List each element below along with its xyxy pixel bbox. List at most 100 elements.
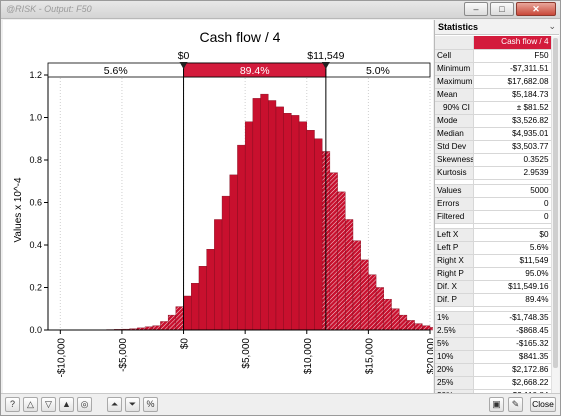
window-title: @RISK - Output: F50 — [6, 4, 92, 14]
statistics-value: $11,549.16 — [473, 280, 552, 294]
statistics-key: Dif. X — [435, 280, 474, 294]
statistics-value: -$165.32 — [473, 337, 552, 351]
statistics-row[interactable]: Right X $11,549 — [435, 254, 552, 268]
statistics-gap-cell — [473, 223, 552, 229]
right-delimiter-label: $11,549 — [307, 50, 344, 62]
statistics-row[interactable]: Values 5000 — [435, 184, 552, 198]
histogram-bar — [191, 283, 200, 331]
histogram-bar — [314, 138, 323, 331]
statistics-row[interactable]: Median $4,935.01 — [435, 127, 552, 141]
sensitivity-button[interactable]: ◎ — [77, 397, 92, 412]
statistics-value: 2.9539 — [473, 166, 552, 180]
close-window-button[interactable]: ✕ — [516, 2, 556, 16]
statistics-row[interactable]: Left P 5.6% — [435, 241, 552, 255]
x-tick-label: $10,000 — [303, 338, 314, 375]
histogram-bar — [152, 325, 161, 331]
left-delimiter-handle[interactable] — [179, 62, 188, 69]
statistics-value: 5000 — [473, 184, 552, 198]
filter-button[interactable]: ▽ — [41, 397, 56, 412]
statistics-row[interactable]: Skewness 0.3525 — [435, 153, 552, 167]
histogram-chart: 0.0 0.2 0.4 0.6 0.8 1.0 1.2 -$10,000 -$5,000 $0 $5… — [3, 20, 433, 393]
minimize-button[interactable]: – — [464, 2, 488, 16]
title-bar[interactable]: @RISK - Output: F50 – □ ✕ — [1, 1, 560, 19]
statistics-gap-cell — [473, 179, 552, 185]
close-button[interactable]: Close — [530, 397, 556, 412]
statistics-header[interactable]: Statistics ⌄ — [435, 20, 559, 35]
maximize-button[interactable]: □ — [490, 2, 514, 16]
statistics-row[interactable]: Filtered 0 — [435, 210, 552, 224]
right-delimiter-handle[interactable] — [321, 62, 330, 69]
statistics-row[interactable]: 25% $2,668.22 — [435, 376, 552, 390]
statistics-row[interactable]: 10% $841.35 — [435, 350, 552, 364]
x-tick-label: -$10,000 — [56, 338, 67, 378]
statistics-row[interactable]: Dif. P 89.4% — [435, 293, 552, 307]
statistics-value: $4,935.01 — [473, 127, 552, 141]
histogram-bar — [160, 321, 169, 331]
help-button[interactable]: ? — [5, 397, 20, 412]
statistics-row[interactable]: Minimum -$7,311.51 — [435, 62, 552, 76]
statistics-key: Right X — [435, 254, 474, 268]
statistics-key: Cell — [435, 49, 474, 63]
statistics-row[interactable]: 20% $2,172.86 — [435, 363, 552, 377]
statistics-value: 0 — [473, 197, 552, 211]
y-tick-label: 1.2 — [29, 70, 42, 80]
histogram-bar — [414, 323, 423, 331]
graph-type-button[interactable]: ▲ — [59, 397, 74, 412]
histogram-bar — [268, 100, 277, 331]
statistics-row[interactable]: 2.5% -$868.45 — [435, 324, 552, 338]
statistics-key: Right P — [435, 267, 474, 281]
statistics-row[interactable]: Std Dev $3,503.77 — [435, 140, 552, 154]
y-tick-label: 1.0 — [29, 113, 42, 123]
histogram-bar — [167, 314, 177, 331]
distribution-type-button[interactable]: △ — [23, 397, 38, 412]
statistics-key — [435, 36, 474, 50]
histogram-bar — [398, 314, 408, 331]
x-tick-label: $15,000 — [364, 338, 375, 375]
statistics-value: 89.4% — [473, 293, 552, 307]
histogram-bar — [175, 306, 184, 331]
histogram-bar — [275, 106, 284, 331]
bottom-toolbar: Close ? △ ▽ ▲ ◎ ⏶ ⏷% ▣ ✎ — [1, 393, 560, 415]
histogram-bar — [306, 130, 315, 331]
statistics-row[interactable]: Errors 0 — [435, 197, 552, 211]
statistics-gap-row — [435, 306, 552, 312]
overlay-button[interactable]: ⏶ — [107, 397, 122, 412]
statistics-row[interactable]: 5% -$165.32 — [435, 337, 552, 351]
statistics-row[interactable]: Left X $0 — [435, 228, 552, 242]
scrollbar-thumb[interactable] — [553, 38, 558, 368]
histogram-bar — [260, 93, 269, 331]
statistics-row[interactable]: 30%$3,110.84 — [435, 389, 552, 393]
histogram-bar — [391, 308, 400, 331]
histogram-bar — [383, 298, 392, 331]
statistics-key: Skewness — [435, 153, 474, 167]
statistics-row[interactable]: Right P 95.0% — [435, 267, 552, 281]
histogram-bar — [329, 172, 338, 331]
histogram-bar — [360, 259, 369, 331]
statistics-key: 90% CI — [435, 101, 474, 115]
statistics-key: Kurtosis — [435, 166, 474, 180]
statistics-row[interactable]: Mean $5,184.73 — [435, 88, 552, 102]
copy-button[interactable]: ▣ — [489, 397, 504, 412]
histogram-bar — [252, 98, 261, 331]
percentile-button[interactable]: % — [143, 397, 158, 412]
statistics-key: 2.5% — [435, 324, 474, 338]
histogram-svg: 0.0 0.2 0.4 0.6 0.8 1.0 1.2 -$10,000 -$5,000 $0 $5… — [13, 29, 433, 378]
statistics-key: Filtered — [435, 210, 474, 224]
histogram-bar — [183, 295, 192, 331]
statistics-row[interactable]: Maximum $17,682.08 — [435, 75, 552, 89]
statistics-row[interactable]: Cell F50 — [435, 49, 552, 63]
statistics-key: 20% — [435, 363, 474, 377]
statistics-row[interactable]: 1% -$1,748.35 — [435, 311, 552, 325]
statistics-row[interactable]: Dif. X $11,549.16 — [435, 280, 552, 294]
statistics-row[interactable]: Kurtosis 2.9539 — [435, 166, 552, 180]
fit-button[interactable]: ⏷ — [125, 397, 140, 412]
statistics-row[interactable]: Mode $3,526.82 — [435, 114, 552, 128]
x-tick-label: -$5,000 — [118, 338, 129, 372]
statistics-row[interactable]: 90% CI ± $81.52 — [435, 101, 552, 115]
statistics-key: Values — [435, 184, 474, 198]
chevron-down-icon[interactable]: ⌄ — [548, 21, 556, 31]
statistics-scrollbar[interactable] — [551, 36, 559, 393]
statistics-value: -$7,311.51 — [473, 62, 552, 76]
statistics-value: $2,172.86 — [473, 363, 552, 377]
edit-button[interactable]: ✎ — [508, 397, 523, 412]
